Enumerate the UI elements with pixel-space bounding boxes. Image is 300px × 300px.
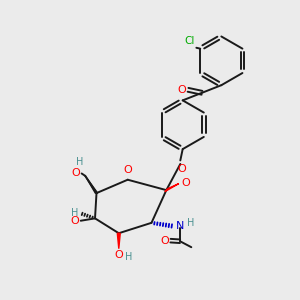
Text: N: N [176,221,184,231]
Text: H: H [76,157,83,167]
Text: H: H [187,218,194,228]
Text: O: O [71,169,80,178]
Polygon shape [165,184,179,192]
Text: O: O [70,216,79,226]
Text: O: O [160,236,169,246]
Text: O: O [114,250,123,260]
Text: H: H [125,252,132,262]
Polygon shape [117,233,120,249]
Text: H: H [71,208,78,218]
Polygon shape [85,176,98,193]
Text: O: O [177,85,186,95]
Text: O: O [177,164,186,174]
Text: O: O [181,178,190,188]
Text: Cl: Cl [184,36,195,46]
Text: O: O [123,165,132,175]
